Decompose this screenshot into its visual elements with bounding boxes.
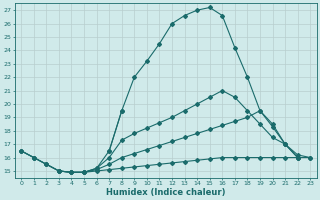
X-axis label: Humidex (Indice chaleur): Humidex (Indice chaleur) — [106, 188, 226, 197]
